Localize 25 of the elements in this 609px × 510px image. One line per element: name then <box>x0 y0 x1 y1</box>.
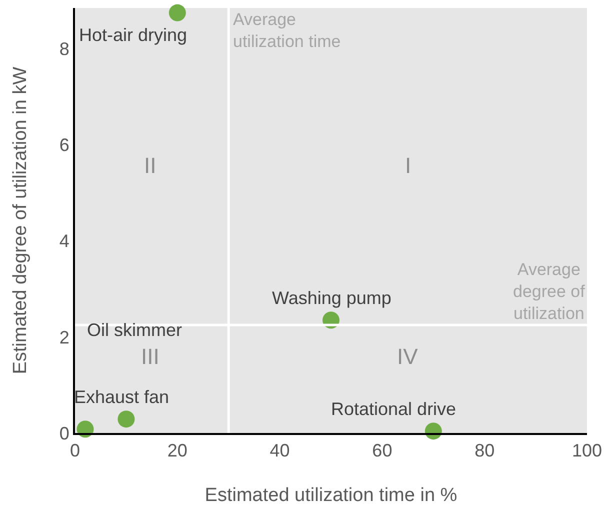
x-tick-label: 60 <box>372 440 392 461</box>
point <box>118 410 135 428</box>
y-tick-label: 0 <box>59 423 70 444</box>
y-tick-label: 4 <box>59 231 70 252</box>
y-tick-label: 8 <box>59 39 70 60</box>
data-label: Exhaust fan <box>74 387 170 407</box>
ref-line-label: Average utilization time <box>233 10 341 52</box>
annotation: II <box>144 153 156 178</box>
x-tick-label: 40 <box>270 440 290 461</box>
x-tick-label: 80 <box>474 440 495 461</box>
annotation: I <box>405 153 412 178</box>
x-tick-label: 100 <box>572 440 602 461</box>
point <box>168 4 186 22</box>
x-axis-title: Estimated utilization time in % <box>204 485 458 506</box>
x-tick-label: 20 <box>167 440 188 461</box>
y-axis-title: Estimated degree of utilization in kW <box>10 66 31 374</box>
annotation: Oil skimmer <box>87 320 182 340</box>
data-label: Washing pump <box>272 288 392 308</box>
ref-line-label: Average degree of utilization <box>513 260 586 324</box>
data-label: Hot-air drying <box>79 25 188 45</box>
annotation: III <box>141 344 160 369</box>
data-label: Rotational drive <box>331 399 456 419</box>
y-tick-label: 6 <box>59 135 70 156</box>
annotation: IV <box>397 344 418 369</box>
y-tick-label: 2 <box>59 327 70 348</box>
